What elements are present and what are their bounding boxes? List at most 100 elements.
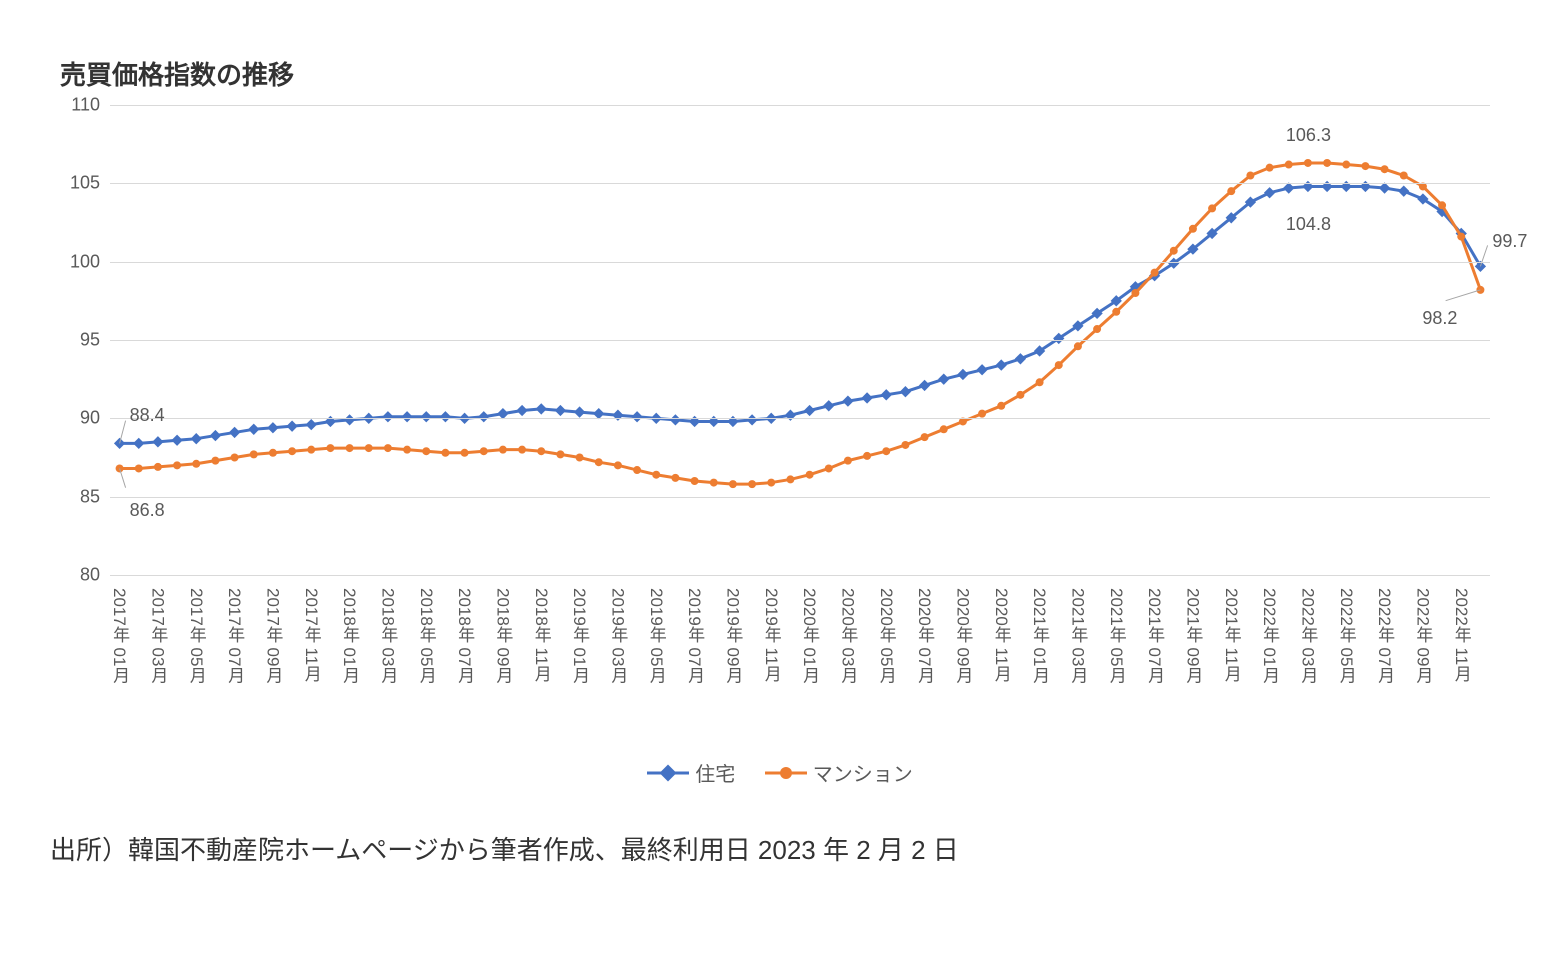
leader-line [1480,245,1487,266]
marker [114,438,125,449]
gridline [110,418,1490,419]
marker [823,400,834,411]
xtick-label: 2021年 01月 [1027,588,1052,683]
xtick-label: 2018年 09月 [490,588,515,683]
marker [154,463,162,471]
marker [1112,308,1120,316]
marker [614,461,622,469]
marker [919,380,930,391]
marker [1304,159,1312,167]
marker [1015,353,1026,364]
marker [344,414,355,425]
plot-area [110,105,1490,575]
chart-page: 売買価格指数の推移 80859095100105110 2017年 01月201… [0,0,1560,965]
marker [940,425,948,433]
xtick-label: 2019年 01月 [567,588,592,683]
marker [806,471,814,479]
marker [1055,361,1063,369]
marker [978,410,986,418]
xtick-label: 2021年 09月 [1180,588,1205,683]
marker [748,480,756,488]
xtick-label: 2022年 03月 [1295,588,1320,683]
marker [1400,172,1408,180]
marker [1093,325,1101,333]
marker [1264,187,1275,198]
data-label: 104.8 [1286,214,1331,235]
marker [537,447,545,455]
marker [536,403,547,414]
marker [267,422,278,433]
marker [1151,269,1159,277]
marker [710,479,718,487]
marker [288,447,296,455]
marker [365,444,373,452]
marker [211,457,219,465]
legend-swatch-0 [647,766,689,780]
xtick-label: 2019年 05月 [644,588,669,683]
marker [861,392,872,403]
marker [1074,342,1082,350]
marker [652,471,660,479]
xtick-label: 2018年 03月 [375,588,400,683]
ytick-label: 85 [40,486,100,507]
marker [518,446,526,454]
marker [1285,161,1293,169]
marker [938,374,949,385]
xtick-label: 2020年 07月 [912,588,937,683]
marker [231,454,239,462]
source-note: 出所）韓国不動産院ホームページから筆者作成、最終利用日 2023 年 2 月 2… [50,830,959,867]
marker [1189,225,1197,233]
xtick-label: 2018年 05月 [414,588,439,683]
marker [499,446,507,454]
marker [440,411,451,422]
leader-line [120,468,126,487]
xtick-label: 2019年 03月 [605,588,630,683]
marker [729,480,737,488]
marker [192,460,200,468]
xtick-label: 2017年 07月 [222,588,247,683]
marker [421,411,432,422]
legend-swatch-1 [765,766,807,780]
xtick-label: 2021年 05月 [1104,588,1129,683]
leader-line [120,421,126,444]
gridline [110,575,1490,576]
ytick-label: 80 [40,565,100,586]
marker [441,449,449,457]
xtick-label: 2020年 03月 [835,588,860,683]
marker [804,405,815,416]
marker [631,411,642,422]
marker [1246,172,1254,180]
marker [921,433,929,441]
xtick-label: 2017年 05月 [184,588,209,683]
marker [574,406,585,417]
marker [1131,289,1139,297]
xtick-label: 2019年 07月 [682,588,707,683]
marker [863,452,871,460]
gridline [110,262,1490,263]
marker [844,457,852,465]
marker [746,414,757,425]
marker [133,438,144,449]
xtick-label: 2022年 09月 [1410,588,1435,683]
marker [307,446,315,454]
gridline [110,183,1490,184]
legend-item-0: 住宅 [647,758,735,787]
marker [881,389,892,400]
marker [171,435,182,446]
marker [248,424,259,435]
ytick-label: 105 [40,173,100,194]
xtick-label: 2017年 03月 [145,588,170,683]
marker [957,369,968,380]
xtick-label: 2022年 01月 [1257,588,1282,683]
gridline [110,340,1490,341]
xtick-label: 2018年 01月 [337,588,362,683]
marker [229,427,240,438]
ytick-label: 110 [40,95,100,116]
xtick-label: 2022年 05月 [1334,588,1359,683]
xtick-label: 2020年 05月 [874,588,899,683]
xtick-label: 2022年 11月 [1449,588,1474,682]
marker [997,402,1005,410]
marker [401,411,412,422]
marker [1170,247,1178,255]
xtick-label: 2017年 01月 [107,588,132,683]
